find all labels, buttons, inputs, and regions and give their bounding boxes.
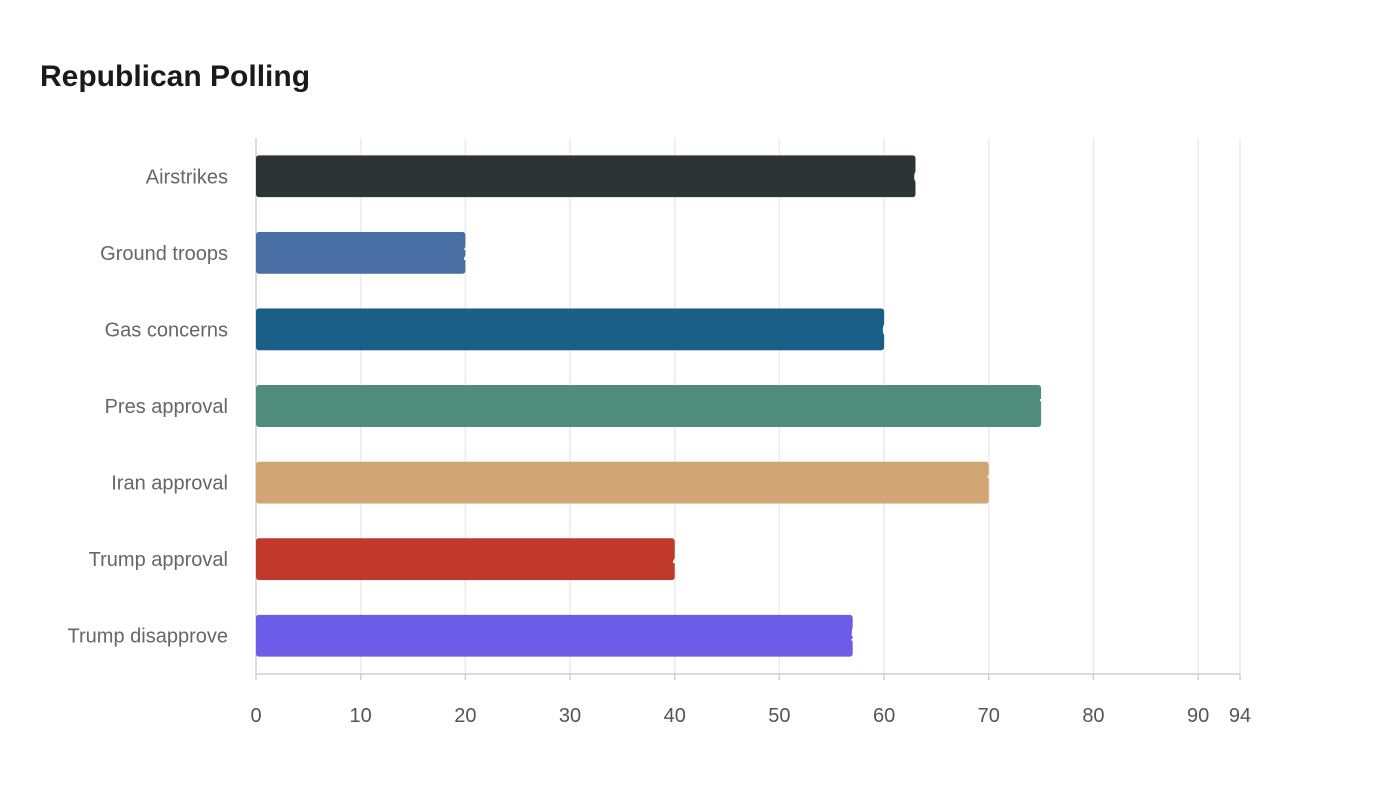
x-tick-label: 50: [768, 705, 790, 727]
x-tick-label: 0: [250, 705, 261, 727]
category-label: Trump approval: [89, 549, 228, 571]
bar-pres-approval: [256, 385, 1042, 427]
bar-value-label: 63: [913, 166, 935, 188]
x-tick-label: 60: [873, 705, 895, 727]
bar-value-label: 20: [463, 243, 485, 265]
bar-gas-concerns: [256, 308, 885, 351]
bar-value-label: 57: [851, 626, 873, 648]
bar-iran-approval: [256, 461, 989, 504]
bar-trump-approval: [256, 538, 675, 581]
category-label: Airstrikes: [146, 166, 228, 188]
bar-value-label: 40: [673, 549, 695, 571]
x-tick-label: 20: [454, 705, 476, 727]
x-tick-label: 70: [978, 705, 1000, 727]
category-label: Iran approval: [111, 473, 228, 495]
category-label: Gas concerns: [105, 319, 228, 341]
bar-layer: 63 20 60 75 70 40 57: [256, 155, 1061, 657]
bar-value-label: 60: [882, 319, 904, 341]
x-tick-layer: 0 10 20 30 40 50 60 70 80 90 94: [250, 674, 1251, 727]
x-tick-label: 30: [559, 705, 581, 727]
x-tick-label: 80: [1082, 705, 1104, 727]
bar-value-label: 70: [987, 473, 1009, 495]
category-label: Ground troops: [100, 243, 228, 265]
chart-title: Republican Polling: [40, 60, 311, 93]
x-tick-label: 40: [664, 705, 686, 727]
bar-airstrikes: [256, 155, 916, 198]
category-label-layer: Airstrikes Ground troops Gas concerns Pres …: [68, 166, 228, 647]
category-label: Pres approval: [105, 396, 228, 418]
x-tick-label: 94: [1229, 705, 1251, 727]
bar-trump-disapprove: [256, 614, 853, 657]
category-label: Trump disapprove: [68, 626, 228, 648]
x-tick-label: 10: [350, 705, 372, 727]
x-tick-label: 90: [1187, 705, 1209, 727]
bar-value-label: 75: [1039, 396, 1061, 418]
bar-ground-troops: [256, 231, 466, 274]
